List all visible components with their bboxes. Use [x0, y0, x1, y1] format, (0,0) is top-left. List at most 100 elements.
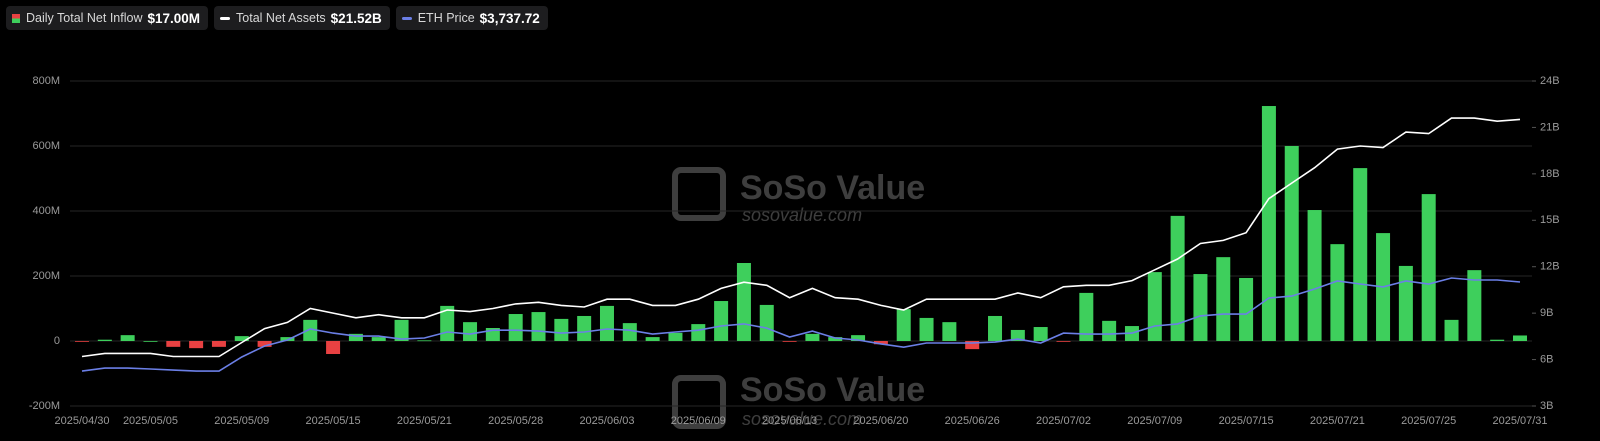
legend-value: $17.00M — [147, 10, 201, 26]
y-tick-label: 200M — [32, 270, 60, 282]
bar — [759, 304, 774, 341]
bar — [463, 322, 478, 341]
legend-item[interactable]: ETH Price $3,737.72 — [395, 6, 548, 30]
y2-tick-label: 18B — [1540, 168, 1560, 180]
bar — [1421, 194, 1436, 341]
bar — [1398, 265, 1413, 341]
y-tick-label: 400M — [32, 205, 60, 217]
y2-tick-label: 24B — [1540, 75, 1560, 87]
y2-tick-label: 3B — [1540, 400, 1553, 412]
legend-item[interactable]: Total Net Assets $21.52B — [214, 6, 390, 30]
bar — [303, 319, 318, 341]
x-tick-label: 2025/06/26 — [945, 415, 1000, 427]
bar — [1170, 215, 1185, 341]
bar — [599, 305, 614, 341]
y-tick-label: -200M — [29, 400, 60, 412]
bar — [1490, 339, 1505, 341]
legend-swatch — [401, 16, 412, 20]
bar — [1033, 327, 1048, 341]
x-tick-label: 2025/07/09 — [1127, 415, 1182, 427]
x-tick-label: 2025/04/30 — [54, 415, 109, 427]
x-tick-label: 2025/05/15 — [306, 415, 361, 427]
x-tick-label: 2025/06/03 — [579, 415, 634, 427]
bar — [668, 332, 683, 341]
bar — [348, 333, 363, 341]
bar — [1010, 329, 1025, 341]
bar — [1353, 168, 1368, 341]
legend-value: $3,737.72 — [479, 10, 540, 26]
bar — [1147, 272, 1162, 341]
bar — [577, 315, 592, 341]
x-tick-label: 2025/07/21 — [1310, 415, 1365, 427]
bar — [896, 309, 911, 341]
x-tick-label: 2025/05/28 — [488, 415, 543, 427]
legend-item[interactable]: Daily Total Net Inflow $17.00M — [6, 6, 209, 30]
bar — [234, 336, 249, 341]
y2-tick-label: 21B — [1540, 121, 1560, 133]
watermark: SoSo Value sosovalue.com — [672, 167, 925, 225]
bar — [280, 337, 295, 341]
watermark-brand: SoSo Value — [740, 169, 925, 207]
bar — [622, 323, 637, 341]
bar — [1056, 341, 1071, 342]
x-tick-label: 2025/07/25 — [1401, 415, 1456, 427]
bar — [1079, 292, 1094, 341]
bar — [1444, 319, 1459, 341]
bar — [965, 341, 980, 350]
y2-tick-label: 12B — [1540, 261, 1560, 273]
bar — [736, 263, 751, 341]
watermark: SoSo Value sosovalue.com — [672, 371, 925, 429]
x-tick-label: 2025/07/31 — [1492, 415, 1547, 427]
bar — [714, 301, 729, 341]
bar — [97, 339, 112, 341]
bar — [531, 312, 546, 341]
bar — [988, 315, 1003, 341]
x-tick-label: 2025/05/21 — [397, 415, 452, 427]
bar — [691, 324, 706, 341]
bar — [1330, 244, 1345, 341]
bar — [919, 317, 934, 341]
legend-swatch — [12, 13, 20, 23]
bar — [942, 322, 957, 341]
legend-label: ETH Price — [417, 11, 475, 25]
watermark-site: sosovalue.com — [742, 205, 862, 225]
bar — [1284, 146, 1299, 341]
bar — [189, 341, 204, 349]
legend-swatch — [220, 16, 231, 20]
y-tick-label: 600M — [32, 140, 60, 152]
legend-label: Total Net Assets — [236, 11, 326, 25]
legend-label: Daily Total Net Inflow — [26, 11, 143, 25]
x-tick-label: 2025/05/05 — [123, 415, 178, 427]
watermark-logo — [672, 375, 726, 429]
bar — [508, 314, 523, 341]
y-tick-label: 800M — [32, 75, 60, 87]
y2-tick-label: 9B — [1540, 307, 1553, 319]
bar — [554, 318, 569, 341]
y2-tick-label: 15B — [1540, 214, 1560, 226]
bar — [851, 335, 866, 341]
bar — [257, 341, 272, 347]
bar — [1216, 257, 1231, 341]
bar — [326, 341, 341, 354]
bar — [805, 333, 820, 341]
bar — [394, 319, 409, 341]
bar — [143, 341, 158, 342]
x-tick-label: 2025/05/09 — [214, 415, 269, 427]
x-tick-label: 2025/06/09 — [671, 415, 726, 427]
line — [81, 277, 1521, 372]
bar — [371, 337, 386, 341]
bar — [75, 341, 89, 342]
bar — [828, 337, 843, 341]
bar — [1513, 335, 1527, 341]
bar — [166, 341, 181, 347]
y-tick-label: 0 — [54, 335, 60, 347]
bar — [1193, 274, 1208, 341]
watermark-logo — [672, 167, 726, 221]
bar — [120, 335, 135, 341]
bar — [417, 340, 432, 342]
watermark-brand: SoSo Value — [740, 371, 925, 409]
x-tick-label: 2025/07/02 — [1036, 415, 1091, 427]
bar — [211, 341, 226, 347]
